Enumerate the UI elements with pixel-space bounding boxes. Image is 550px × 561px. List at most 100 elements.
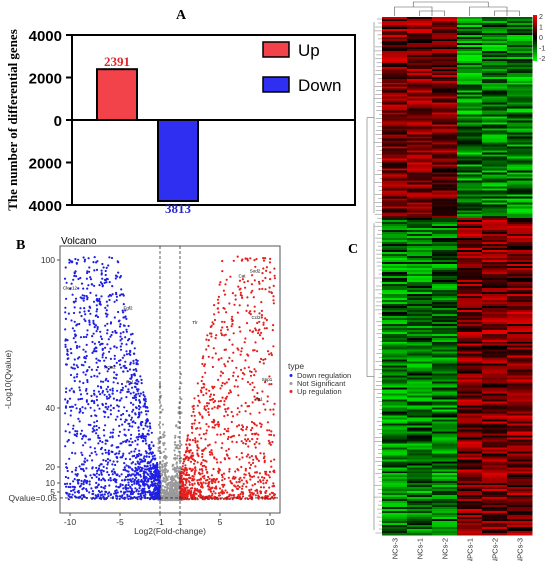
up-point <box>189 467 192 470</box>
heatmap-cell <box>482 377 508 380</box>
heatmap-cell <box>407 361 433 364</box>
down-point <box>149 464 152 467</box>
down-point <box>144 424 147 427</box>
heatmap-cell <box>382 148 408 151</box>
heatmap-cell <box>382 240 408 243</box>
heatmap-cell <box>457 349 483 353</box>
heatmap-cell <box>382 140 408 143</box>
down-point <box>96 404 99 407</box>
heatmap-cell <box>507 281 533 285</box>
heatmap-cell <box>457 495 483 498</box>
heatmap-cell <box>482 511 508 514</box>
heatmap-cell <box>407 64 433 68</box>
heatmap-cell <box>457 387 483 390</box>
down-point <box>135 358 138 361</box>
down-point <box>119 490 123 493</box>
down-point <box>83 318 86 321</box>
heatmap-cell <box>382 427 408 430</box>
heatmap-cell <box>432 423 458 426</box>
heatmap-cell <box>482 224 508 227</box>
heatmap-cell <box>457 244 483 247</box>
down-point <box>73 367 76 370</box>
ns-point <box>167 475 170 478</box>
down-point <box>101 342 104 345</box>
down-point <box>142 460 145 463</box>
heatmap-cell <box>407 172 433 175</box>
heatmap-cell <box>407 475 433 478</box>
heatmap-cell <box>432 431 458 434</box>
up-point <box>268 486 271 489</box>
up-point <box>212 401 215 404</box>
up-point <box>270 430 273 433</box>
heatmap-cell <box>482 170 508 173</box>
up-point <box>208 477 211 480</box>
down-point <box>106 322 109 325</box>
up-point <box>248 461 251 464</box>
down-point <box>137 473 140 476</box>
down-point <box>85 399 88 402</box>
up-point <box>249 493 252 496</box>
down-point <box>87 423 90 426</box>
down-point <box>72 390 75 393</box>
heatmap-cell <box>432 377 458 380</box>
heatmap-cell <box>482 397 508 400</box>
heatmap-cell <box>432 260 458 263</box>
heatmap-cell <box>482 295 508 299</box>
heatmap-cell <box>482 134 508 137</box>
heatmap-cell <box>482 72 508 76</box>
down-point <box>145 455 148 458</box>
up-point <box>258 312 261 315</box>
heatmap-cell <box>482 403 508 406</box>
up-point <box>238 495 241 498</box>
heatmap-cell <box>407 26 433 30</box>
up-point <box>251 401 254 404</box>
heatmap-cell <box>432 138 458 141</box>
down-point <box>64 345 67 348</box>
down-point <box>99 303 102 306</box>
up-point <box>271 329 274 332</box>
up-point <box>224 348 227 351</box>
down-point <box>95 395 98 398</box>
heatmap-cell <box>457 88 483 92</box>
heatmap-cell <box>482 174 508 177</box>
down-point <box>152 444 155 447</box>
down-point <box>119 275 122 278</box>
heatmap-cell <box>407 323 433 327</box>
down-point <box>92 300 96 303</box>
ns-point <box>174 467 177 470</box>
heatmap-cell <box>382 100 408 103</box>
heatmap-cell <box>432 120 458 123</box>
down-point <box>85 467 88 470</box>
heatmap-cell <box>432 62 458 66</box>
heatmap-cell <box>507 226 533 229</box>
heatmap-cell <box>457 272 483 275</box>
heatmap-cell <box>457 415 483 418</box>
down-point <box>126 478 129 481</box>
down-point <box>80 451 83 454</box>
down-point <box>83 355 86 359</box>
heatmap-cell <box>507 220 533 223</box>
ns-point <box>160 463 164 466</box>
down-point <box>146 419 149 422</box>
up-point <box>225 311 228 314</box>
down-point <box>87 257 90 260</box>
down-point <box>95 361 98 364</box>
heatmap-cell <box>507 28 533 32</box>
up-point <box>262 479 265 482</box>
heatmap-cell <box>432 369 458 372</box>
heatmap-cell <box>507 443 533 446</box>
down-point <box>67 498 70 501</box>
heatmap-cell <box>382 389 408 392</box>
heatmap-cell <box>382 339 408 343</box>
heatmap-cell <box>482 361 508 364</box>
down-point <box>90 400 93 403</box>
down-point <box>66 357 69 360</box>
heatmap-cell <box>407 88 433 92</box>
down-point <box>118 486 121 489</box>
heatmap-cell <box>457 270 483 273</box>
heatmap-cell <box>432 216 458 219</box>
up-point <box>232 351 235 354</box>
down-point <box>138 394 141 398</box>
heatmap-cell <box>382 473 408 476</box>
up-point <box>185 473 188 476</box>
